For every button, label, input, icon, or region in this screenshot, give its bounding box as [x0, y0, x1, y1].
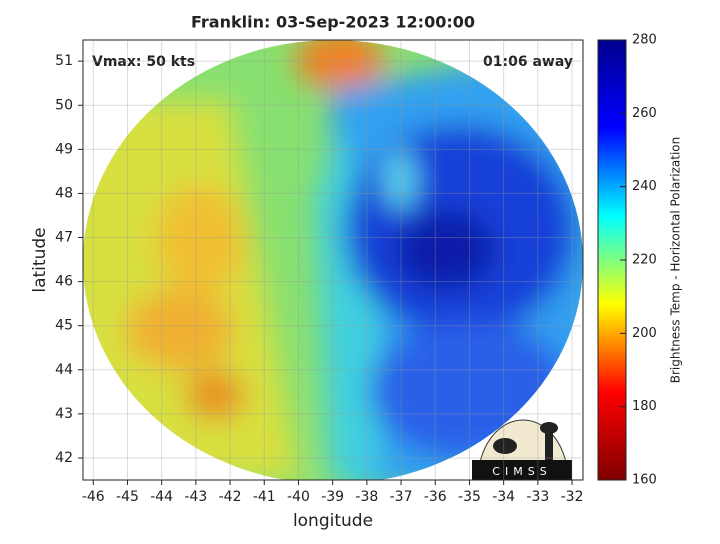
colorbar-tick-label: 260 — [632, 106, 657, 121]
y-tick-label: 51 — [55, 53, 73, 69]
y-tick-label: 42 — [55, 450, 73, 466]
y-tick-label: 49 — [55, 141, 73, 157]
colorbar-tick-label: 180 — [632, 399, 657, 414]
x-tick-label: -41 — [253, 489, 276, 505]
y-tick-label: 47 — [55, 230, 73, 246]
colorbar-tick-label: 240 — [632, 179, 657, 194]
annotation: Vmax: 50 kts — [92, 54, 195, 70]
x-tick-label: -38 — [355, 489, 378, 505]
y-tick-label: 44 — [55, 362, 73, 378]
x-tick-label: -44 — [150, 489, 173, 505]
annotation: 01:06 away — [483, 54, 573, 70]
x-tick-label: -35 — [458, 489, 481, 505]
x-axis-label: longitude — [293, 511, 373, 531]
colorbar-label: Brightness Temp - Horizontal Polarizatio… — [669, 137, 683, 384]
x-tick-label: -32 — [561, 489, 584, 505]
x-tick-label: -43 — [184, 489, 207, 505]
x-tick-label: -46 — [82, 489, 105, 505]
satellite-image: CIMSS — [83, 40, 583, 480]
y-tick-label: 48 — [55, 185, 73, 201]
colorbar-tick-label: 200 — [632, 326, 657, 341]
x-tick-label: -39 — [321, 489, 344, 505]
y-tick-label: 45 — [55, 318, 73, 334]
x-tick-label: -40 — [287, 489, 310, 505]
x-tick-label: -34 — [492, 489, 515, 505]
x-tick-label: -45 — [116, 489, 139, 505]
colorbar-tick-label: 160 — [632, 473, 657, 488]
x-tick-label: -42 — [219, 489, 242, 505]
x-tick-label: -36 — [424, 489, 447, 505]
y-tick-label: 46 — [55, 274, 73, 290]
colorbar-tick-label: 220 — [632, 253, 657, 268]
y-axis-label: latitude — [30, 227, 50, 292]
chart-title: Franklin: 03-Sep-2023 12:00:00 — [191, 13, 475, 32]
y-tick-label: 43 — [55, 406, 73, 422]
logo-text: CIMSS — [492, 465, 551, 478]
x-tick-label: -37 — [390, 489, 413, 505]
x-tick-label: -33 — [526, 489, 549, 505]
logo: CIMSS — [472, 419, 572, 480]
y-tick-label: 50 — [55, 97, 73, 113]
colorbar-tick-label: 280 — [632, 33, 657, 48]
